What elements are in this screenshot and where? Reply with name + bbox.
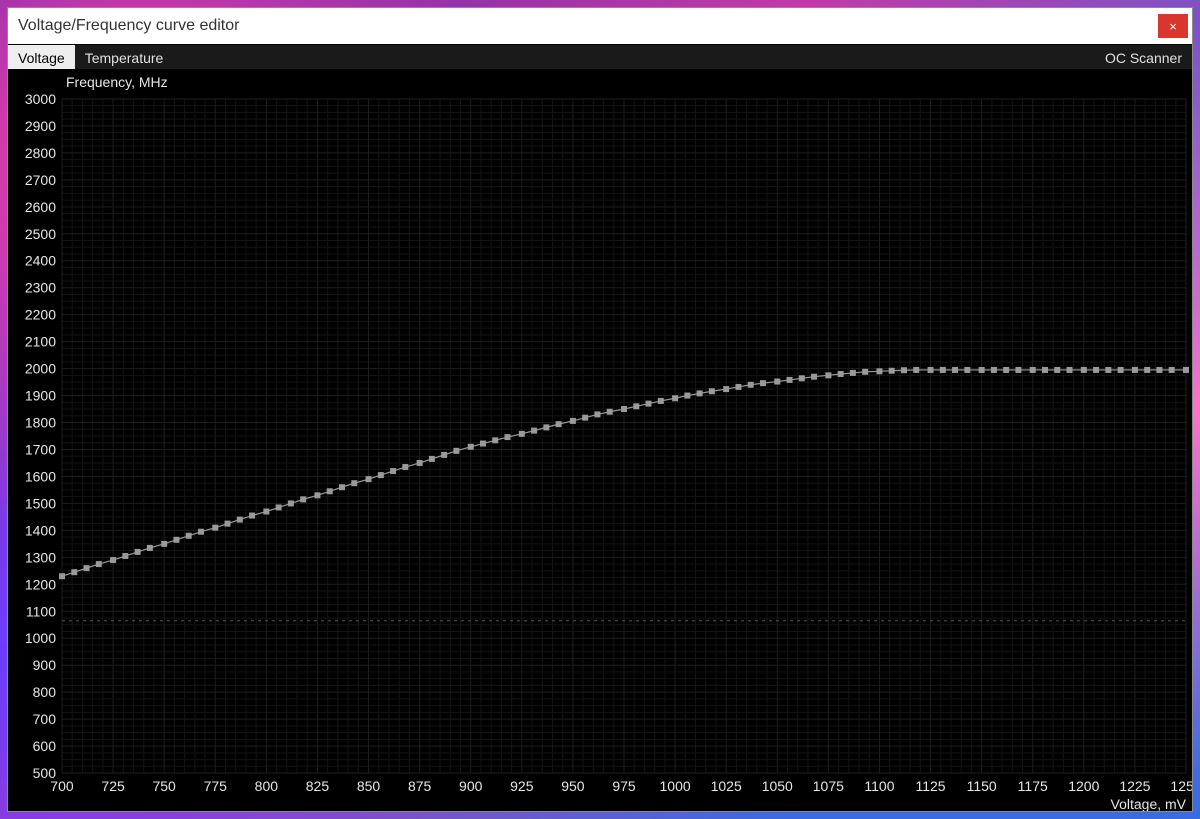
svg-text:1900: 1900 [25, 388, 56, 404]
svg-text:850: 850 [357, 778, 381, 794]
svg-text:2300: 2300 [25, 280, 56, 296]
svg-text:900: 900 [459, 778, 483, 794]
svg-text:750: 750 [153, 778, 177, 794]
svg-text:800: 800 [255, 778, 279, 794]
svg-text:2400: 2400 [25, 253, 56, 269]
svg-text:1300: 1300 [25, 549, 56, 565]
vf-curve-editor-window: Voltage/Frequency curve editor × Voltage… [8, 8, 1192, 811]
svg-text:1000: 1000 [25, 630, 56, 646]
svg-text:2000: 2000 [25, 361, 56, 377]
oc-scanner-label: OC Scanner [1105, 50, 1182, 66]
svg-text:700: 700 [50, 778, 74, 794]
svg-text:3000: 3000 [25, 91, 56, 107]
svg-text:2600: 2600 [25, 199, 56, 215]
tab-label: Voltage [18, 50, 65, 66]
tab-voltage[interactable]: Voltage [8, 45, 75, 69]
oc-scanner-link[interactable]: OC Scanner [1095, 45, 1192, 69]
svg-text:950: 950 [561, 778, 585, 794]
svg-text:1400: 1400 [25, 522, 56, 538]
svg-text:825: 825 [306, 778, 330, 794]
svg-text:875: 875 [408, 778, 432, 794]
svg-text:Voltage, mV: Voltage, mV [1111, 796, 1187, 811]
svg-text:1075: 1075 [813, 778, 844, 794]
svg-text:2900: 2900 [25, 118, 56, 134]
svg-text:1125: 1125 [915, 778, 945, 794]
svg-text:1500: 1500 [25, 495, 56, 511]
svg-text:1600: 1600 [25, 468, 56, 484]
titlebar[interactable]: Voltage/Frequency curve editor × [8, 8, 1192, 44]
svg-text:1150: 1150 [967, 778, 997, 794]
svg-text:1100: 1100 [26, 603, 56, 619]
svg-text:600: 600 [33, 738, 57, 754]
window-title: Voltage/Frequency curve editor [18, 17, 239, 35]
svg-text:2500: 2500 [25, 226, 56, 242]
tab-temperature[interactable]: Temperature [75, 45, 174, 69]
svg-text:Frequency, MHz: Frequency, MHz [66, 74, 168, 90]
window-close-button[interactable]: × [1158, 14, 1188, 38]
svg-text:2700: 2700 [25, 172, 56, 188]
svg-text:900: 900 [33, 657, 57, 673]
svg-text:1700: 1700 [25, 441, 56, 457]
svg-text:700: 700 [33, 711, 57, 727]
svg-text:1100: 1100 [864, 778, 894, 794]
svg-text:725: 725 [101, 778, 125, 794]
svg-text:1225: 1225 [1119, 778, 1150, 794]
svg-text:975: 975 [612, 778, 636, 794]
svg-text:925: 925 [510, 778, 534, 794]
svg-text:1250: 1250 [1170, 778, 1192, 794]
svg-text:775: 775 [204, 778, 228, 794]
svg-text:1200: 1200 [25, 576, 56, 592]
svg-text:1000: 1000 [660, 778, 691, 794]
svg-text:1025: 1025 [711, 778, 742, 794]
svg-text:1200: 1200 [1068, 778, 1099, 794]
close-icon: × [1169, 20, 1177, 33]
svg-text:2200: 2200 [25, 307, 56, 323]
tab-label: Temperature [85, 50, 164, 66]
tab-bar: Voltage Temperature OC Scanner [8, 44, 1192, 69]
svg-text:2100: 2100 [25, 334, 56, 350]
chart-svg: 5006007008009001000110012001300140015001… [8, 69, 1192, 811]
svg-text:1175: 1175 [1018, 778, 1048, 794]
svg-text:1800: 1800 [25, 415, 56, 431]
vf-curve-chart[interactable]: 5006007008009001000110012001300140015001… [8, 69, 1192, 811]
svg-text:1050: 1050 [762, 778, 793, 794]
svg-text:800: 800 [33, 684, 57, 700]
svg-text:2800: 2800 [25, 145, 56, 161]
